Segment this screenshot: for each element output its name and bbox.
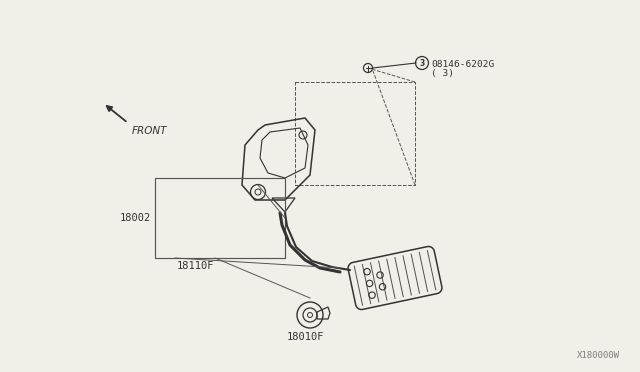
Text: ( 3): ( 3) xyxy=(431,69,454,78)
Text: 08146-6202G: 08146-6202G xyxy=(431,60,494,69)
Text: 18010F: 18010F xyxy=(286,332,324,342)
Text: 3: 3 xyxy=(419,59,424,68)
Text: 18110F: 18110F xyxy=(177,261,214,271)
Text: X180000W: X180000W xyxy=(577,351,620,360)
Text: FRONT: FRONT xyxy=(132,126,168,136)
Text: 18002: 18002 xyxy=(120,213,151,223)
